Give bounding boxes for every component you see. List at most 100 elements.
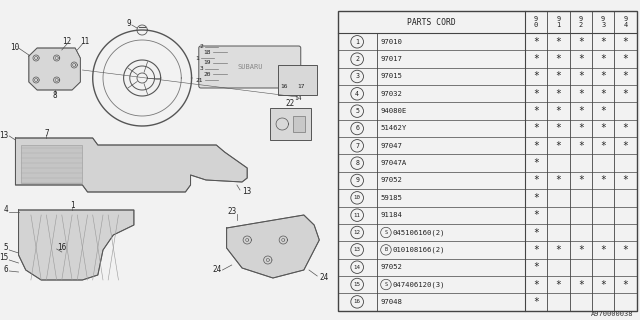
Text: 12: 12 bbox=[354, 230, 361, 235]
FancyBboxPatch shape bbox=[270, 108, 311, 140]
Text: 3: 3 bbox=[355, 74, 359, 79]
Text: *: * bbox=[623, 175, 628, 186]
Polygon shape bbox=[29, 48, 81, 90]
Text: *: * bbox=[533, 37, 539, 47]
Text: *: * bbox=[578, 280, 584, 290]
Text: 14: 14 bbox=[294, 97, 301, 101]
Text: 7: 7 bbox=[44, 129, 49, 138]
Text: 24: 24 bbox=[319, 274, 328, 283]
Text: 11: 11 bbox=[80, 37, 89, 46]
Polygon shape bbox=[227, 215, 319, 278]
Text: *: * bbox=[623, 37, 628, 47]
Text: 97048: 97048 bbox=[381, 299, 403, 305]
Text: 9
0: 9 0 bbox=[534, 16, 538, 28]
Text: *: * bbox=[623, 141, 628, 151]
Text: *: * bbox=[600, 54, 606, 64]
Text: 18: 18 bbox=[204, 50, 211, 54]
Text: *: * bbox=[578, 71, 584, 82]
Text: 4: 4 bbox=[355, 91, 359, 97]
Text: 1: 1 bbox=[195, 55, 199, 60]
Text: 20: 20 bbox=[204, 71, 211, 76]
Text: *: * bbox=[533, 262, 539, 272]
Text: 97052: 97052 bbox=[381, 264, 403, 270]
Text: 9
4: 9 4 bbox=[623, 16, 628, 28]
Text: 6: 6 bbox=[355, 125, 359, 132]
Text: *: * bbox=[533, 210, 539, 220]
Text: *: * bbox=[556, 141, 561, 151]
Text: *: * bbox=[623, 54, 628, 64]
Text: 13: 13 bbox=[242, 188, 252, 196]
Text: *: * bbox=[533, 124, 539, 133]
Text: *: * bbox=[556, 124, 561, 133]
Text: *: * bbox=[600, 175, 606, 186]
Text: 2: 2 bbox=[355, 56, 359, 62]
Text: *: * bbox=[600, 245, 606, 255]
Text: 97032: 97032 bbox=[381, 91, 403, 97]
Text: *: * bbox=[578, 245, 584, 255]
Text: *: * bbox=[578, 175, 584, 186]
Text: *: * bbox=[556, 106, 561, 116]
Text: 10: 10 bbox=[10, 44, 20, 52]
Text: *: * bbox=[623, 280, 628, 290]
Text: 97015: 97015 bbox=[381, 74, 403, 79]
Text: *: * bbox=[578, 89, 584, 99]
Text: *: * bbox=[556, 175, 561, 186]
Text: 12: 12 bbox=[62, 37, 72, 46]
Text: 5: 5 bbox=[355, 108, 359, 114]
Text: *: * bbox=[556, 54, 561, 64]
Text: 94080E: 94080E bbox=[381, 108, 407, 114]
Text: *: * bbox=[578, 141, 584, 151]
Text: 19: 19 bbox=[204, 60, 211, 66]
Text: 97017: 97017 bbox=[381, 56, 403, 62]
Text: *: * bbox=[533, 106, 539, 116]
Text: 97047A: 97047A bbox=[381, 160, 407, 166]
Text: 9
1: 9 1 bbox=[556, 16, 561, 28]
Text: *: * bbox=[600, 280, 606, 290]
FancyBboxPatch shape bbox=[292, 116, 305, 132]
Text: *: * bbox=[600, 37, 606, 47]
Text: 22: 22 bbox=[286, 99, 295, 108]
Text: *: * bbox=[533, 158, 539, 168]
Text: B: B bbox=[385, 247, 388, 252]
Text: 6: 6 bbox=[4, 266, 8, 275]
Text: *: * bbox=[556, 245, 561, 255]
Text: 5: 5 bbox=[4, 244, 8, 252]
Text: *: * bbox=[533, 245, 539, 255]
Text: 3: 3 bbox=[199, 67, 203, 71]
Text: 7: 7 bbox=[355, 143, 359, 149]
Text: 97010: 97010 bbox=[381, 39, 403, 45]
Text: 17: 17 bbox=[297, 84, 305, 90]
Text: 9: 9 bbox=[355, 178, 359, 183]
FancyBboxPatch shape bbox=[199, 46, 301, 88]
Text: 51462Y: 51462Y bbox=[381, 125, 407, 132]
Text: SUBARU: SUBARU bbox=[237, 64, 262, 70]
Text: *: * bbox=[533, 89, 539, 99]
Text: 15: 15 bbox=[0, 253, 8, 262]
Text: 010108166(2): 010108166(2) bbox=[393, 247, 445, 253]
Text: *: * bbox=[533, 141, 539, 151]
Text: 97047: 97047 bbox=[381, 143, 403, 149]
Text: 9
3: 9 3 bbox=[601, 16, 605, 28]
Text: *: * bbox=[578, 37, 584, 47]
Text: *: * bbox=[533, 297, 539, 307]
Text: *: * bbox=[600, 89, 606, 99]
Text: *: * bbox=[623, 89, 628, 99]
Text: 8: 8 bbox=[355, 160, 359, 166]
FancyBboxPatch shape bbox=[278, 65, 317, 95]
Text: *: * bbox=[533, 71, 539, 82]
Text: 9
2: 9 2 bbox=[579, 16, 583, 28]
Text: 10: 10 bbox=[354, 195, 361, 200]
Text: *: * bbox=[533, 54, 539, 64]
Text: S: S bbox=[385, 230, 388, 235]
Text: PARTS CORD: PARTS CORD bbox=[407, 18, 456, 27]
Text: *: * bbox=[578, 106, 584, 116]
Text: *: * bbox=[578, 124, 584, 133]
Text: 16: 16 bbox=[57, 243, 66, 252]
Text: *: * bbox=[556, 89, 561, 99]
Text: 13: 13 bbox=[354, 247, 361, 252]
Text: 045106160(2): 045106160(2) bbox=[393, 229, 445, 236]
Text: *: * bbox=[556, 71, 561, 82]
Text: *: * bbox=[600, 124, 606, 133]
Polygon shape bbox=[19, 210, 134, 280]
Text: 15: 15 bbox=[354, 282, 361, 287]
